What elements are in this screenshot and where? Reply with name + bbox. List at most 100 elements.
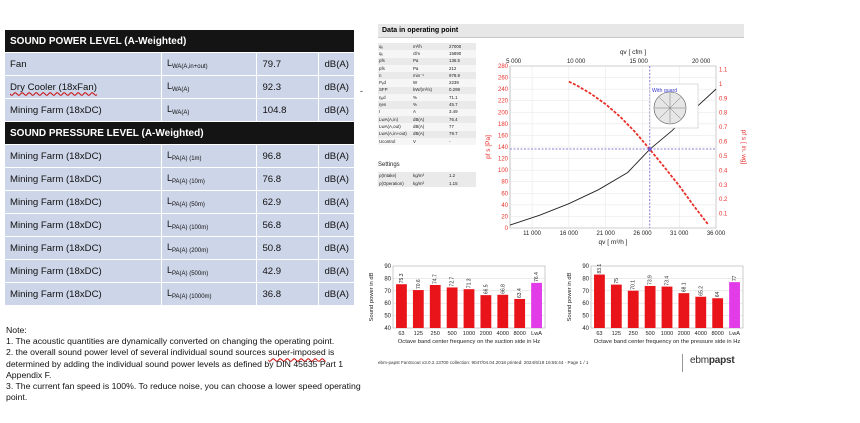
- bar: [480, 295, 492, 328]
- sound-power-header-row: SOUND POWER LEVEL (A-Weighted): [4, 29, 355, 53]
- cell-value: 978.9: [448, 72, 476, 80]
- table-row: qᵥ m³/h 27000: [378, 43, 476, 51]
- pressure-side-octave-chart: 40 50 60 70 80 90 83.1 63 75 125 70.1 250 73.9 500 73.…: [567, 264, 744, 345]
- x-tick-label: 21 000: [596, 231, 615, 237]
- cell-unit: A: [412, 108, 448, 116]
- cell-value: -: [448, 137, 476, 146]
- bar-category-label: 125: [414, 331, 423, 337]
- row-unit: dB(A): [318, 144, 355, 168]
- table-row: LwA(A,out) dB(A) 77: [378, 123, 476, 131]
- row-label: Mining Farm (18xDC): [4, 144, 162, 168]
- symbol-subscript: PA(A) (500m): [171, 271, 209, 277]
- symbol-subscript: WA(A): [171, 87, 190, 93]
- bar-y-tick-label: 40: [582, 326, 589, 332]
- row-unit: dB(A): [318, 167, 355, 191]
- bar-y-axis-label: Sound power in dB: [567, 272, 573, 321]
- row-label: Mining Farm (18xDC): [4, 236, 162, 260]
- x-tick-label: 16 000: [560, 231, 579, 237]
- row-symbol: LPA(A) (50m): [160, 190, 258, 214]
- bar-category-label: 63: [398, 331, 404, 337]
- bar-value-label: 71.3: [467, 278, 473, 288]
- cell-symbol: n: [378, 72, 412, 80]
- series-line-2: [568, 80, 710, 226]
- bar-value-label: 75: [614, 278, 620, 284]
- bar: [729, 282, 740, 328]
- bar: [712, 298, 724, 328]
- row-unit: dB(A): [318, 213, 355, 237]
- row-symbol: LPA(A) (500m): [160, 259, 258, 283]
- cell-value: 71.1: [448, 94, 476, 102]
- symbol-letter: L: [166, 242, 172, 252]
- y-right-tick-label: 0.7: [719, 125, 728, 131]
- symbol-letter: L: [166, 196, 172, 206]
- cell-value: 212: [448, 64, 476, 73]
- x-tick-label: 11 000: [523, 231, 542, 237]
- cell-symbol: ρ(Intake): [378, 172, 412, 180]
- symbol-letter: L: [166, 265, 172, 275]
- bar-value-label: 70.1: [631, 280, 637, 290]
- y-tick-label: 100: [498, 168, 509, 174]
- bar-category-label: 4000: [497, 331, 509, 337]
- bar-y-tick-label: 60: [582, 301, 589, 307]
- row-symbol: LPA(A) (1m): [160, 144, 258, 168]
- y-tick-label: 60: [501, 191, 508, 197]
- sound-level-table: SOUND POWER LEVEL (A-Weighted) Fan LWA(A,…: [4, 29, 355, 306]
- note-1: 1. The acoustic quantities are dynamical…: [6, 336, 335, 347]
- bar-y-tick-label: 70: [582, 289, 589, 295]
- bar-value-label: 68.1: [681, 282, 687, 292]
- row-label: Mining Farm (18xDC): [4, 259, 162, 283]
- row-value: 42.9: [256, 259, 320, 283]
- row-value: 104.8: [256, 98, 320, 122]
- y-axis-label: pf s [Pa]: [485, 135, 492, 159]
- row-unit: dB(A): [318, 190, 355, 214]
- bar: [610, 284, 622, 328]
- bar-value-label: 76.4: [534, 272, 540, 282]
- cell-value: 27000: [448, 43, 476, 51]
- bar-value-label: 63.4: [517, 288, 523, 298]
- symbol-subscript: PA(A) (200m): [171, 248, 209, 254]
- cell-symbol: LwA(A,in): [378, 115, 412, 124]
- symbol-subscript: PA(A) (1000m): [171, 294, 212, 300]
- cell-symbol: qᵥ: [378, 50, 412, 58]
- y-tick-label: 160: [498, 133, 509, 139]
- bar-y-tick-label: 50: [582, 314, 589, 320]
- note-2-part-a: 2. the overall sound power level of seve…: [6, 347, 269, 358]
- bar: [514, 298, 526, 328]
- row-value: 56.8: [256, 213, 320, 237]
- symbol-subscript: PA(A) (10m): [171, 179, 205, 185]
- x-top-tick-label: 15 000: [629, 59, 648, 65]
- table-row: Mining Farm (18xDC) LPA(A) (1m) 96.8 dB(A): [4, 144, 355, 168]
- report-footer: ebm-papst FanScout v3.0.2.13700 collecti…: [378, 360, 589, 365]
- bar-y-tick-label: 40: [384, 326, 391, 332]
- y-tick-label: 140: [498, 145, 509, 151]
- cell-symbol: SFP: [378, 86, 412, 95]
- bar-y-tick-label: 90: [582, 264, 589, 270]
- operating-point-table: qᵥ m³/h 27000 qᵥ cfm 15890 pfs Pa 136.5 pfs Pa 212 n…: [378, 43, 476, 146]
- symbol-letter: L: [166, 150, 172, 160]
- table-row: ηes% 45.7: [378, 101, 476, 109]
- table-row: Mining Farm (18xDC) LPA(A) (10m) 76.8 dB(A): [4, 167, 355, 191]
- cell-unit: dB(A): [412, 130, 448, 138]
- cell-unit: dB(A): [412, 115, 448, 124]
- bar-value-label: 75.3: [399, 273, 405, 283]
- ebmpapst-logo: ebmpapst: [690, 355, 735, 366]
- table-row: Mining Farm (18xDC) LPA(A) (100m) 56.8 dB(A…: [4, 213, 355, 237]
- bar-y-tick-label: 80: [582, 276, 589, 282]
- y-tick-label: 0: [505, 226, 509, 232]
- symbol-subscript: PA(A) (1m): [171, 156, 202, 162]
- y-right-tick-label: 0.9: [719, 96, 728, 102]
- bar-category-label: LwA: [531, 331, 542, 337]
- notes-heading: Note:: [6, 325, 27, 335]
- bar-y-tick-label: 80: [384, 276, 391, 282]
- bar: [627, 290, 639, 328]
- row-symbol: LPA(A) (100m): [160, 213, 258, 237]
- bar: [594, 274, 605, 328]
- bar-category-label: 2000: [678, 331, 690, 337]
- y-right-tick-label: 0.3: [719, 183, 728, 189]
- sound-pressure-header-row: SOUND PRESSURE LEVEL (A-Weighted): [4, 121, 355, 145]
- y-tick-label: 20: [501, 214, 508, 220]
- bar: [678, 293, 690, 328]
- report-title: Data in operating point: [378, 24, 744, 38]
- symbol-letter: L: [166, 288, 172, 298]
- cell-unit: kW/(m³/s): [412, 86, 448, 95]
